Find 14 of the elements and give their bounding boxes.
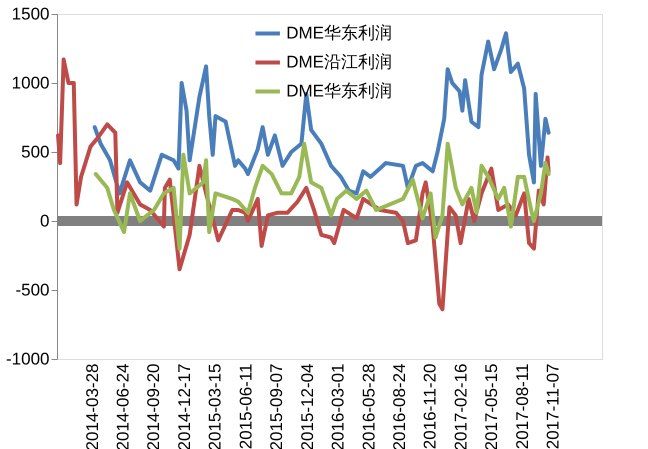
y-tick-label: 1000 bbox=[12, 74, 50, 92]
x-tick-label: 2017-08-11 bbox=[512, 364, 532, 449]
y-tick-label: 500 bbox=[21, 142, 50, 162]
x-tick-label: 2015-06-11 bbox=[236, 364, 256, 449]
legend-label: DME华东利润 bbox=[286, 24, 392, 42]
line-series bbox=[94, 142, 551, 251]
x-tick-label: 2016-11-20 bbox=[420, 364, 440, 449]
y-tick-label: 1500 bbox=[12, 4, 50, 24]
y-tick-label: -500 bbox=[15, 280, 50, 300]
y-tick-label: -1000 bbox=[6, 350, 50, 368]
y-tick-label: 0 bbox=[40, 212, 50, 230]
x-tick-label: 2017-11-07 bbox=[544, 364, 563, 449]
legend-label: DME沿江利润 bbox=[286, 52, 392, 72]
legend-label: DME华东利润 bbox=[286, 82, 392, 100]
